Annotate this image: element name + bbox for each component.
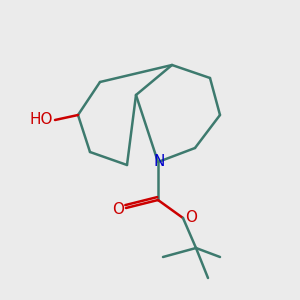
Text: O: O bbox=[112, 202, 124, 217]
Text: HO: HO bbox=[29, 112, 53, 128]
Text: N: N bbox=[153, 154, 165, 169]
Text: O: O bbox=[185, 209, 197, 224]
